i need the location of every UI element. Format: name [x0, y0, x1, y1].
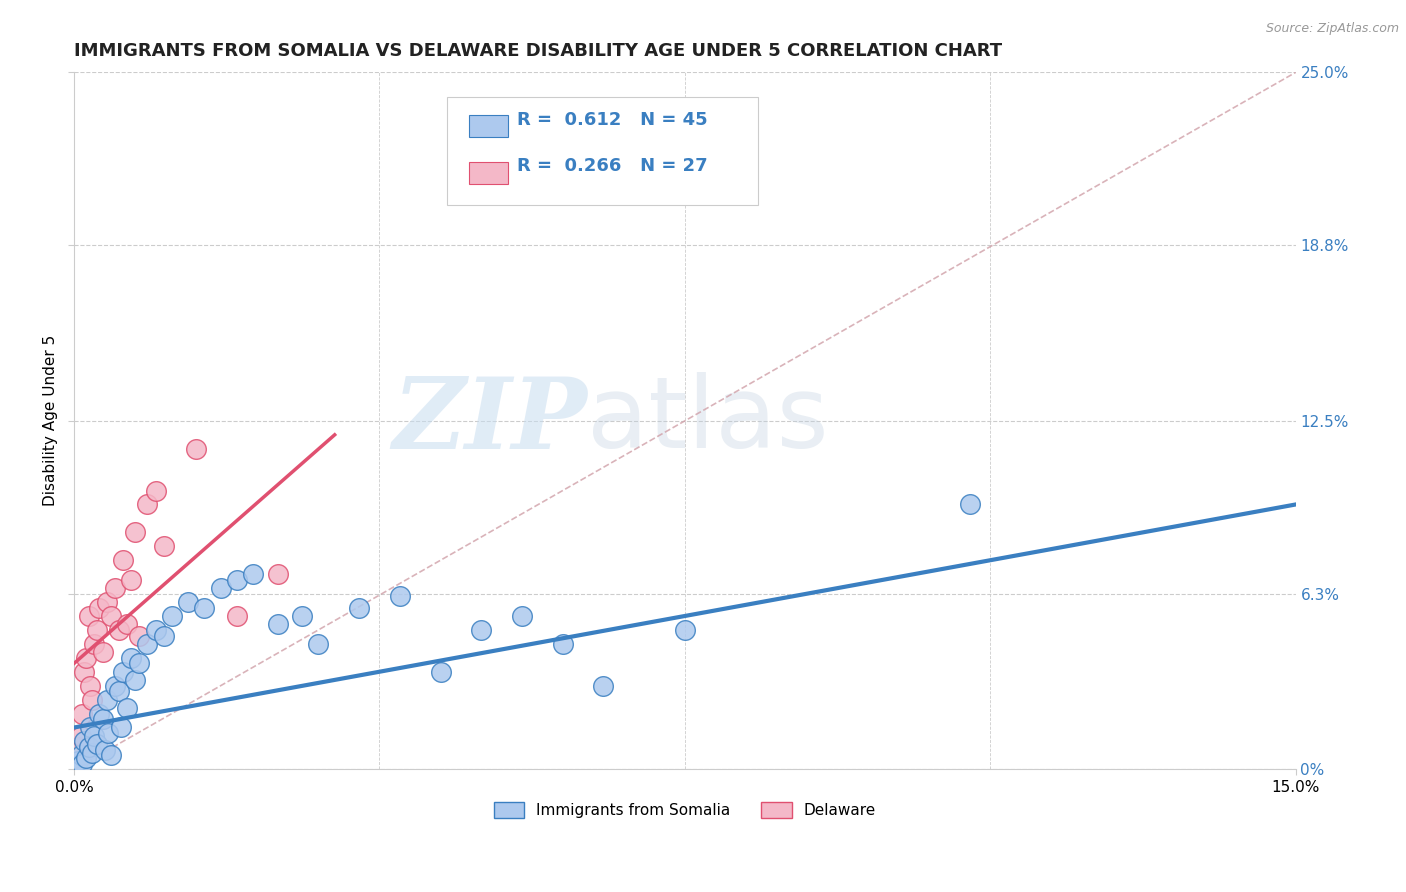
- Point: [347, 600, 370, 615]
- Point: [128, 657, 150, 671]
- Point: [83, 637, 105, 651]
- Point: [104, 679, 127, 693]
- Point: [108, 623, 131, 637]
- Point: [470, 623, 492, 637]
- Point: [124, 525, 146, 540]
- FancyBboxPatch shape: [447, 97, 758, 205]
- Point: [70, 706, 93, 721]
- Point: [177, 595, 200, 609]
- Text: Source: ZipAtlas.com: Source: ZipAtlas.com: [1265, 22, 1399, 36]
- Point: [86, 623, 108, 637]
- Point: [83, 729, 105, 743]
- Point: [77, 739, 100, 754]
- Text: ZIP: ZIP: [392, 373, 588, 469]
- Point: [242, 567, 264, 582]
- Point: [73, 665, 96, 679]
- Point: [291, 609, 314, 624]
- Y-axis label: Disability Age Under 5: Disability Age Under 5: [44, 335, 58, 507]
- Point: [91, 712, 114, 726]
- Text: IMMIGRANTS FROM SOMALIA VS DELAWARE DISABILITY AGE UNDER 5 CORRELATION CHART: IMMIGRANTS FROM SOMALIA VS DELAWARE DISA…: [75, 42, 1002, 60]
- Point: [592, 679, 614, 693]
- Point: [136, 637, 159, 651]
- Point: [69, 748, 91, 763]
- Point: [80, 692, 103, 706]
- Point: [96, 692, 118, 706]
- Point: [120, 650, 142, 665]
- Point: [79, 679, 101, 693]
- Point: [226, 573, 249, 587]
- Point: [115, 617, 138, 632]
- Point: [94, 743, 117, 757]
- Point: [193, 600, 215, 615]
- Point: [69, 729, 91, 743]
- Point: [108, 684, 131, 698]
- Point: [510, 609, 533, 624]
- Point: [100, 609, 122, 624]
- Point: [100, 748, 122, 763]
- Text: R =  0.266   N = 27: R = 0.266 N = 27: [517, 157, 709, 176]
- Point: [152, 628, 174, 642]
- Point: [673, 623, 696, 637]
- Text: atlas: atlas: [588, 372, 828, 469]
- Point: [86, 737, 108, 751]
- Point: [388, 590, 411, 604]
- Point: [266, 617, 288, 632]
- Point: [209, 581, 232, 595]
- Point: [75, 751, 97, 765]
- Point: [80, 746, 103, 760]
- Point: [87, 600, 110, 615]
- FancyBboxPatch shape: [468, 115, 508, 137]
- Point: [104, 581, 127, 595]
- Point: [97, 726, 120, 740]
- Point: [110, 721, 132, 735]
- Point: [124, 673, 146, 687]
- FancyBboxPatch shape: [468, 161, 508, 184]
- Point: [77, 609, 100, 624]
- Point: [186, 442, 208, 456]
- Point: [120, 573, 142, 587]
- Point: [160, 609, 183, 624]
- Point: [145, 483, 167, 498]
- Point: [115, 701, 138, 715]
- Point: [87, 706, 110, 721]
- Point: [959, 498, 981, 512]
- Point: [226, 609, 249, 624]
- Point: [145, 623, 167, 637]
- Point: [91, 645, 114, 659]
- Point: [152, 539, 174, 553]
- Point: [67, 754, 90, 768]
- Point: [307, 637, 329, 651]
- Point: [96, 595, 118, 609]
- Point: [67, 739, 90, 754]
- Point: [429, 665, 451, 679]
- Point: [111, 665, 134, 679]
- Point: [75, 650, 97, 665]
- Point: [70, 756, 93, 771]
- Point: [136, 498, 159, 512]
- Point: [111, 553, 134, 567]
- Point: [73, 734, 96, 748]
- Point: [79, 721, 101, 735]
- Text: R =  0.612   N = 45: R = 0.612 N = 45: [517, 111, 709, 128]
- Legend: Immigrants from Somalia, Delaware: Immigrants from Somalia, Delaware: [488, 797, 882, 824]
- Point: [551, 637, 574, 651]
- Point: [128, 628, 150, 642]
- Point: [266, 567, 288, 582]
